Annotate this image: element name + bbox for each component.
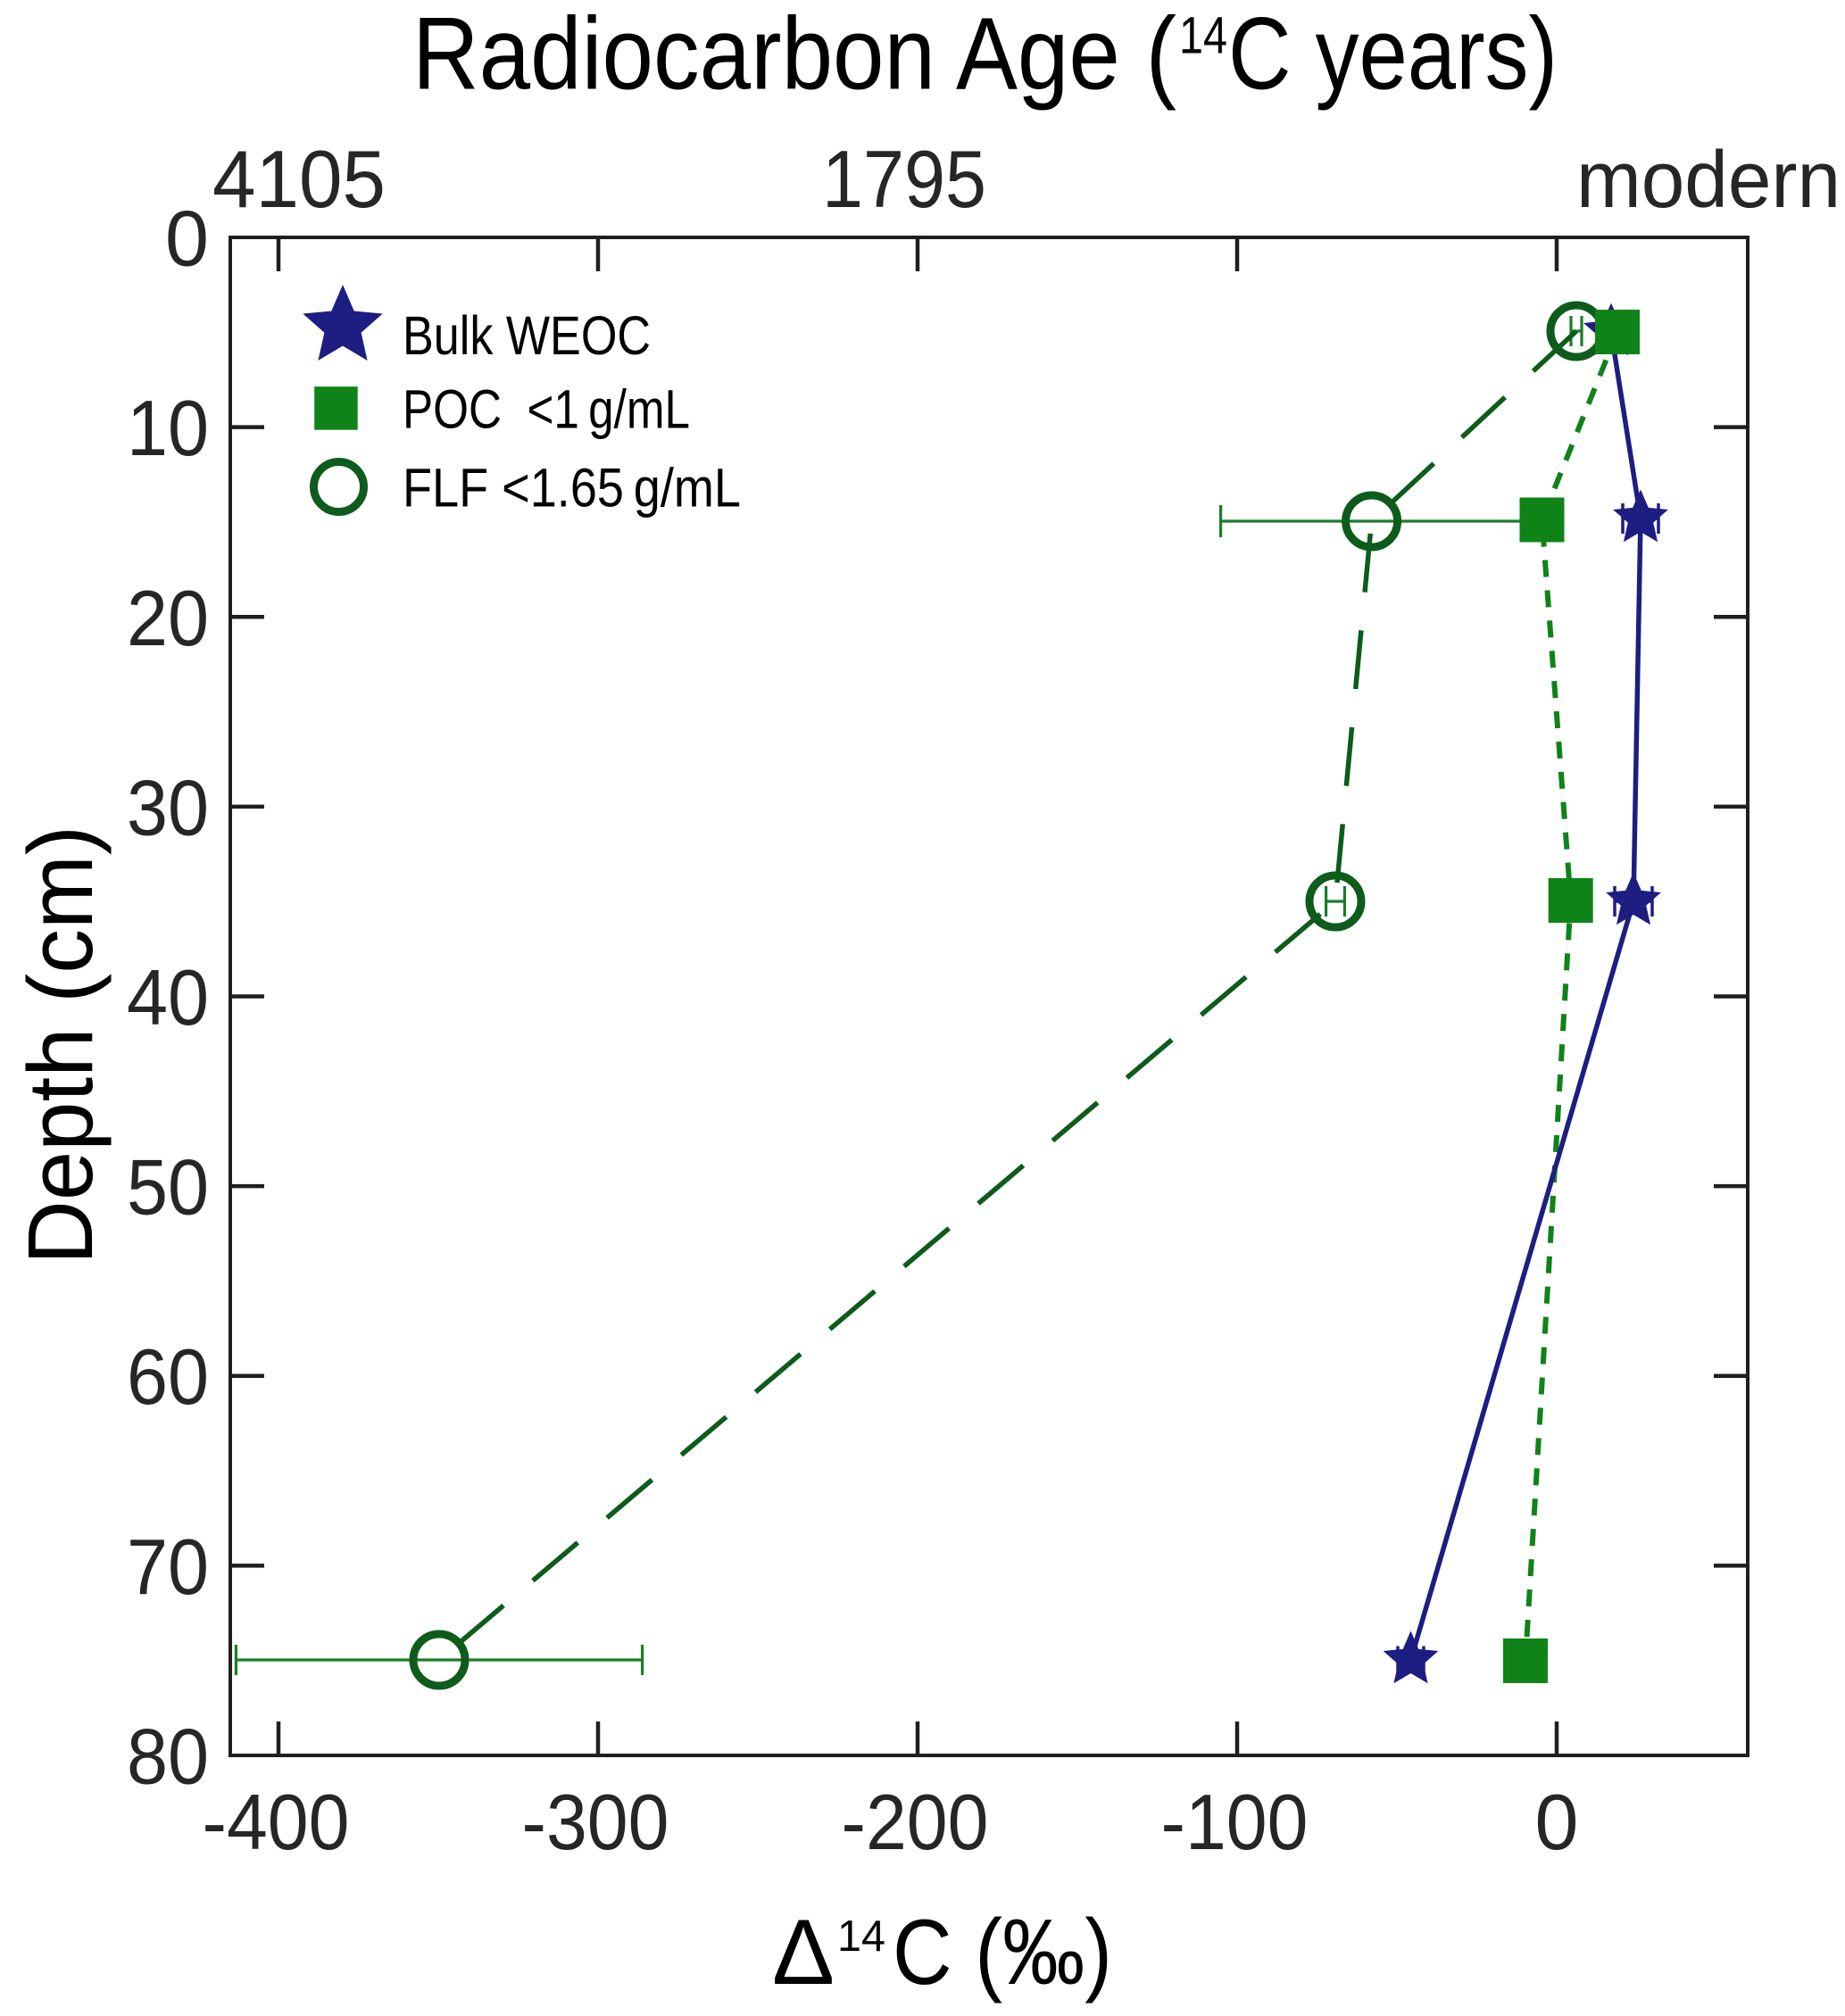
svg-text:0: 0 [1535,1778,1579,1866]
svg-text:C (‰): C (‰) [893,1901,1112,2004]
svg-text:-300: -300 [522,1778,669,1866]
svg-text:Radiocarbon Age (: Radiocarbon Age ( [412,0,1176,112]
svg-text:1795: 1795 [822,135,986,225]
svg-text:60: 60 [127,1332,209,1421]
svg-text:Depth (cm): Depth (cm) [9,825,112,1265]
svg-text:-100: -100 [1161,1778,1309,1866]
svg-text:Δ: Δ [772,1901,835,2004]
svg-text:4105: 4105 [212,135,386,225]
svg-text:0: 0 [165,195,209,283]
svg-text:-400: -400 [203,1778,350,1866]
svg-text:POC <1 g/mL: POC <1 g/mL [403,379,690,440]
svg-text:10: 10 [127,384,209,472]
svg-text:40: 40 [127,953,209,1041]
svg-text:20: 20 [127,574,209,662]
svg-text:modern: modern [1576,136,1841,225]
svg-text:C years): C years) [1228,0,1558,112]
svg-text:FLF <1.65 g/mL: FLF <1.65 g/mL [403,458,741,519]
svg-text:14: 14 [1179,7,1227,65]
svg-text:70: 70 [127,1522,209,1611]
svg-text:-200: -200 [842,1778,989,1866]
svg-text:14: 14 [837,1912,885,1961]
svg-text:Bulk WEOC: Bulk WEOC [403,305,651,366]
svg-text:30: 30 [127,763,209,851]
svg-text:80: 80 [127,1713,209,1801]
svg-text:50: 50 [127,1143,209,1232]
